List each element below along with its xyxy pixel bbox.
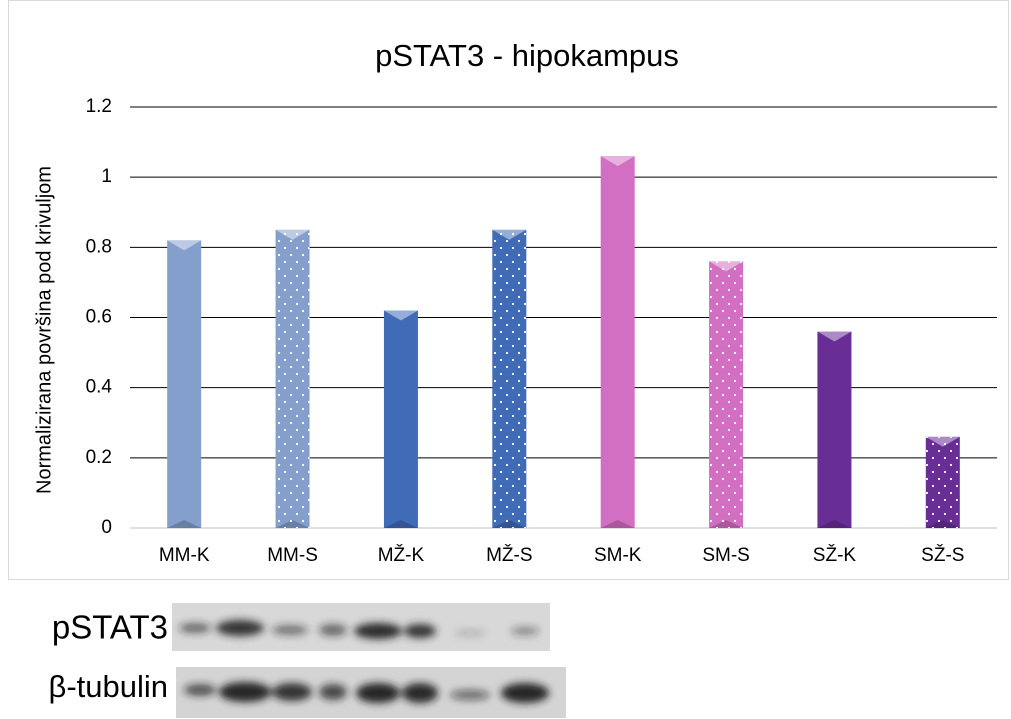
x-tick-label: MM-K [159, 545, 210, 566]
y-tick-label: 0.8 [86, 236, 112, 257]
x-tick-label: MŽ-K [378, 544, 425, 566]
bar-shade [167, 240, 202, 529]
blot-bands [184, 682, 549, 703]
bar-base [167, 520, 202, 528]
x-tick-label: SM-S [702, 545, 750, 566]
bar-shade [383, 310, 418, 528]
blot-bands [179, 620, 539, 639]
bar-highlight [600, 156, 635, 167]
bar-pattern [492, 229, 527, 528]
bar-pattern [275, 229, 310, 528]
bar-highlight [383, 310, 418, 321]
y-tick-label: 0.6 [86, 307, 112, 328]
blot-label: pSTAT3 [52, 609, 168, 646]
y-axis-label: Normalizirana površina pod krivuljom [33, 166, 55, 494]
bar-shade [600, 156, 635, 528]
plot: 0 0.2 0.4 0.6 0.8 1 1.2 MM-K MM-S MŽ-K MŽ-S SM-K SM-… [86, 96, 997, 566]
bar-base [600, 520, 635, 528]
y-tick-label: 1 [101, 166, 112, 187]
bar-base [383, 520, 418, 528]
y-tick-label: 0 [101, 517, 112, 538]
blot-label: β-tubulin [48, 669, 168, 704]
bar-highlight [167, 240, 202, 251]
bar-pattern [709, 261, 744, 528]
y-tick-label: 0.4 [86, 377, 113, 398]
y-tick-label: 0.2 [86, 447, 112, 468]
bar-shade [817, 331, 852, 528]
x-tick-label: MŽ-S [486, 544, 532, 566]
x-tick-label: SŽ-K [813, 544, 857, 566]
blot: pSTAT3 β-tubulin [48, 603, 566, 718]
x-tick-label: SM-K [594, 545, 642, 566]
chart-title: pSTAT3 - hipokampus [375, 38, 679, 73]
x-tick-label: SŽ-S [921, 544, 964, 566]
bar-highlight [817, 331, 852, 342]
x-tick-label: MM-S [267, 545, 318, 566]
bar-base [817, 520, 852, 528]
bar-pattern [925, 436, 960, 528]
y-tick-label: 1.2 [86, 96, 112, 117]
